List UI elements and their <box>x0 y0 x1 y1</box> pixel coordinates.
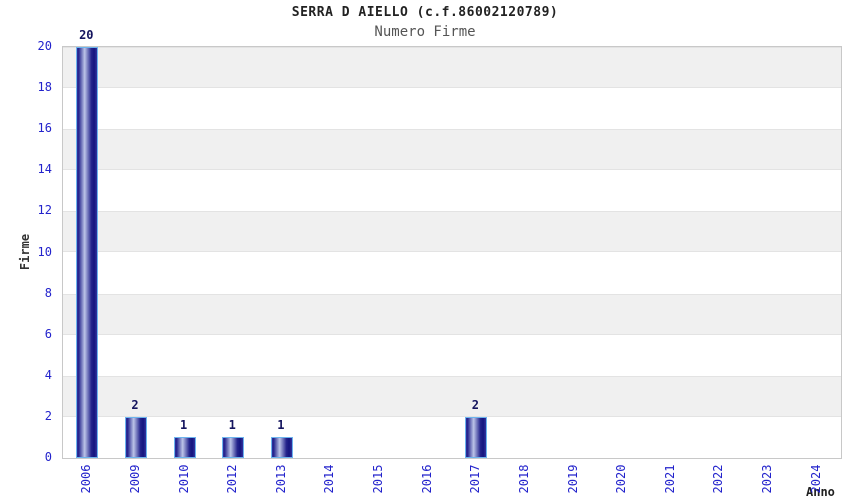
bar-value-label: 1 <box>179 418 188 433</box>
y-tick-label: 10 <box>37 244 52 259</box>
x-tick-label: 2022 <box>711 464 726 494</box>
grid-band <box>63 375 841 417</box>
y-tick-label: 20 <box>37 39 52 53</box>
y-tick-label: 4 <box>44 367 52 382</box>
y-tick-label: 12 <box>37 203 52 218</box>
x-tick-label: 2021 <box>662 464 677 494</box>
plot-area <box>62 46 842 459</box>
x-tick-label: 2012 <box>225 464 240 494</box>
grid-band <box>63 293 841 335</box>
grid-band <box>63 88 841 130</box>
bar-value-label: 2 <box>131 397 139 412</box>
bar <box>124 416 147 458</box>
y-tick-label: 8 <box>44 285 52 300</box>
bar <box>222 437 245 458</box>
x-tick-label: 2010 <box>176 464 191 494</box>
y-tick-label: 2 <box>44 408 52 423</box>
y-tick-label: 18 <box>37 80 52 95</box>
y-tick-label: 14 <box>37 162 52 177</box>
grid-band <box>63 47 841 89</box>
x-tick-label: 2023 <box>760 464 775 494</box>
x-tick-label: 2009 <box>127 464 142 494</box>
bar-value-label: 2 <box>471 397 479 412</box>
y-tick-label: 16 <box>37 121 52 136</box>
y-tick-label: 6 <box>44 326 52 341</box>
grid-band <box>63 252 841 294</box>
x-tick-label: 2015 <box>371 464 386 494</box>
bar <box>465 416 488 458</box>
x-tick-label: 2019 <box>565 464 580 494</box>
grid-band <box>63 129 841 171</box>
bar-value-label: 1 <box>277 418 285 433</box>
y-tick-label: 0 <box>44 450 52 464</box>
x-axis-title: Anno <box>806 485 835 499</box>
bar-value-label: 1 <box>228 418 236 433</box>
x-tick-label: 2006 <box>79 464 94 494</box>
grid-band <box>63 334 841 376</box>
x-tick-label: 2020 <box>614 464 629 494</box>
grid-band <box>63 170 841 212</box>
x-tick-label: 2024 <box>808 464 823 494</box>
bar-value-label: 20 <box>79 28 94 42</box>
bar <box>173 437 196 458</box>
x-tick-label: 2014 <box>322 464 337 494</box>
x-tick-label: 2018 <box>516 464 531 494</box>
x-tick-label: 2013 <box>273 464 288 494</box>
bar <box>270 437 293 458</box>
chart-title: SERRA D AIELLO (c.f.86002120789) <box>291 5 559 20</box>
bar <box>76 47 99 458</box>
x-tick-label: 2016 <box>419 464 434 494</box>
chart-subtitle: Numero Firme <box>374 24 476 40</box>
x-tick-label: 2017 <box>468 464 483 494</box>
grid-band <box>63 211 841 253</box>
